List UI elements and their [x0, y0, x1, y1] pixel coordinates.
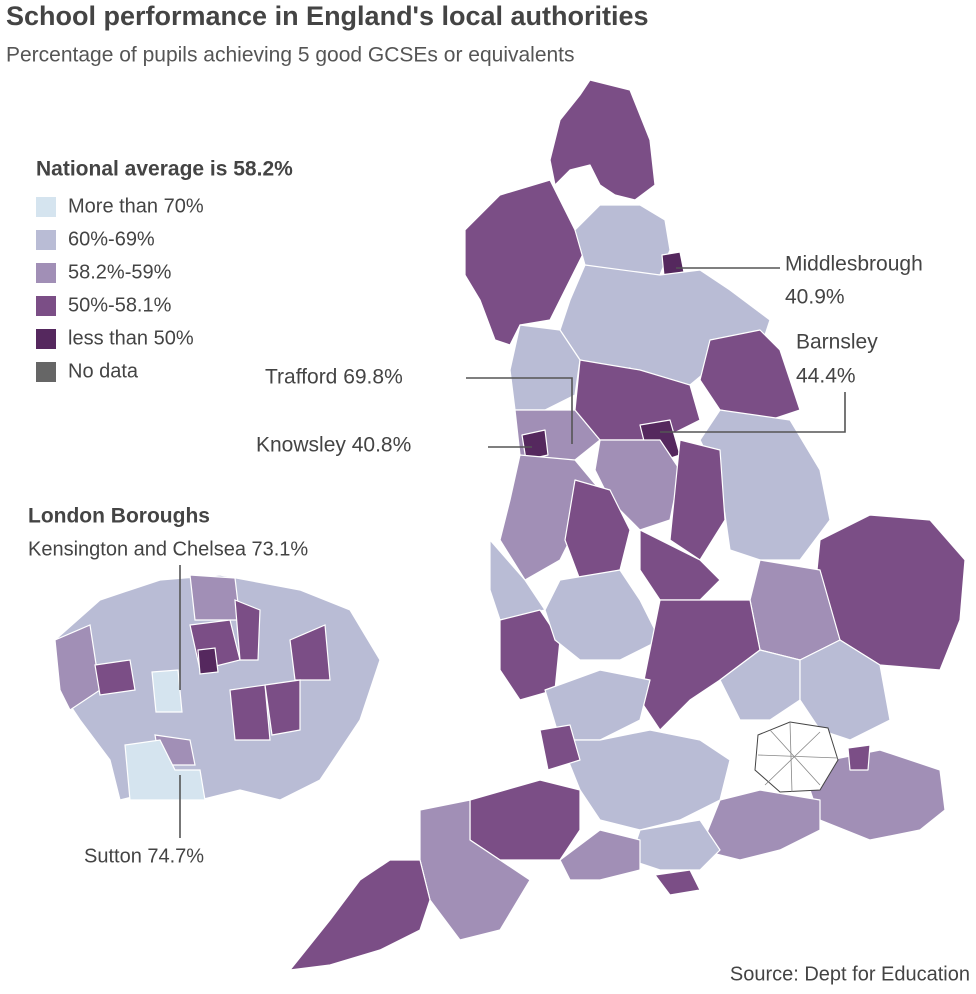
kensington-label: Kensington and Chelsea 73.1% [28, 538, 308, 560]
region [559, 829, 641, 881]
region [847, 744, 871, 771]
legend-label: less than 50% [68, 327, 194, 349]
sutton-label: Sutton 74.7% [84, 845, 204, 867]
callouts: Middlesbrough 40.9% Barnsley 44.4% Traff… [256, 253, 923, 457]
region [544, 569, 661, 661]
london-area [754, 721, 839, 793]
borough [229, 684, 271, 741]
region [594, 439, 681, 531]
subtitle: Percentage of pupils achieving 5 good GC… [6, 44, 575, 67]
callout-value: 40.9% [785, 286, 845, 309]
legend-swatch [36, 197, 56, 217]
legend-swatch [36, 362, 56, 382]
england-map [289, 79, 966, 971]
borough [289, 624, 331, 681]
borough [151, 669, 183, 713]
legend-label: No data [68, 360, 139, 382]
legend-swatch [36, 230, 56, 250]
callout: Knowsley 40.8% [256, 434, 411, 457]
region [574, 204, 671, 276]
legend: National average is 58.2% More than 70% 6… [36, 158, 293, 382]
borough [189, 574, 241, 621]
london-boundaries [757, 721, 839, 793]
region [509, 324, 581, 411]
region [521, 429, 549, 461]
callout-name: Middlesbrough [785, 253, 923, 276]
borough [197, 647, 219, 675]
borough [234, 599, 261, 661]
region [654, 869, 701, 896]
region [469, 779, 581, 861]
region [639, 599, 761, 731]
legend-label: 60%-69% [68, 228, 155, 250]
legend-label: 58.2%-59% [68, 261, 172, 283]
borough [54, 624, 101, 711]
source: Source: Dept for Education [730, 963, 970, 985]
legend-swatch [36, 329, 56, 349]
callout-name: Barnsley [796, 331, 878, 354]
legend-swatch [36, 296, 56, 316]
region [539, 724, 581, 771]
legend-swatch [36, 263, 56, 283]
callout-value: 44.4% [796, 365, 856, 388]
barnsley-leader [660, 392, 846, 433]
trafford-leader [466, 377, 573, 444]
callout: Trafford 69.8% [265, 366, 403, 389]
region [549, 79, 656, 201]
london-inset: London Boroughs Kensington and Chelsea 7… [28, 505, 381, 867]
legend-label: 50%-58.1% [68, 294, 172, 316]
borough [94, 659, 136, 696]
region [669, 439, 726, 561]
region [559, 729, 731, 831]
borough [264, 679, 301, 736]
region [464, 179, 586, 346]
legend-label: More than 70% [68, 195, 204, 217]
title: School performance in England's local au… [6, 1, 649, 31]
borough [124, 739, 206, 801]
london-title: London Boroughs [28, 505, 210, 528]
region [799, 639, 891, 741]
region [289, 859, 431, 971]
legend-title: National average is 58.2% [36, 158, 293, 181]
region [699, 329, 801, 421]
